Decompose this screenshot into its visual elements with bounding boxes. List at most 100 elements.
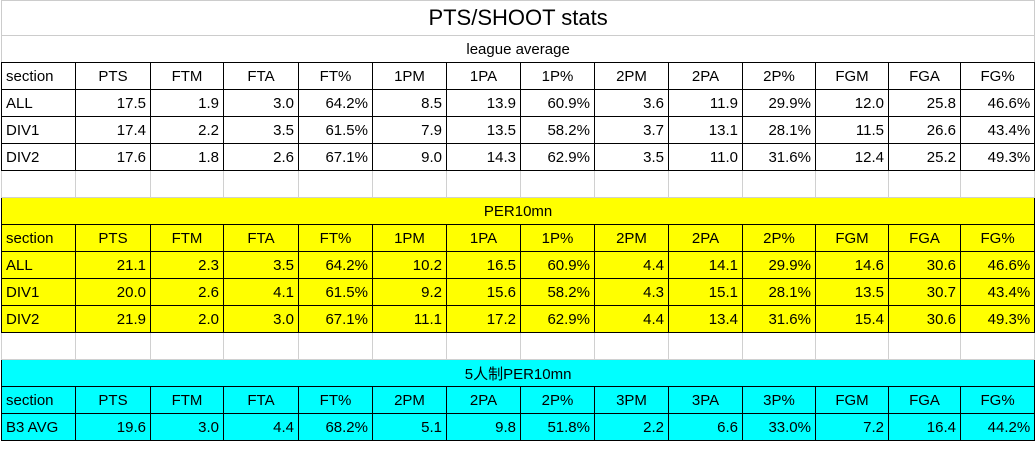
header-cell: FG% [959, 386, 1035, 414]
blank-cell [150, 332, 224, 360]
data-cell: 3.5 [594, 143, 669, 171]
blank-cell [668, 170, 743, 198]
data-cell: 46.6% [959, 251, 1035, 279]
header-cell: 3PA [668, 386, 743, 414]
data-cell: 7.9 [372, 116, 447, 144]
data-cell: 13.4 [668, 305, 743, 333]
data-cell: 2.2 [594, 413, 669, 441]
row-label: ALL [1, 251, 76, 279]
data-row: DIV2 21.9 2.0 3.0 67.1% 11.1 17.2 62.9% 4.4 13.4 3… [1, 305, 1035, 333]
data-cell: 11.9 [668, 89, 743, 117]
data-cell: 14.6 [815, 251, 889, 279]
header-cell: 3PM [594, 386, 669, 414]
header-cell: PTS [75, 224, 151, 252]
data-cell: 1.9 [150, 89, 224, 117]
section-title-row: league average [0, 35, 1035, 63]
data-cell: 15.1 [668, 278, 743, 306]
header-cell: 1P% [520, 62, 595, 90]
row-label: DIV2 [1, 143, 76, 171]
header-cell: FTM [150, 224, 224, 252]
data-cell: 61.5% [298, 278, 373, 306]
row-label: DIV1 [1, 116, 76, 144]
data-cell: 9.2 [372, 278, 447, 306]
header-cell: PTS [75, 386, 151, 414]
row-label: DIV2 [1, 305, 76, 333]
blank-cell [446, 332, 521, 360]
data-row: ALL 17.5 1.9 3.0 64.2% 8.5 13.9 60.9% 3.6 11.9 29.… [1, 89, 1035, 117]
header-cell: section [1, 386, 76, 414]
data-cell: 13.5 [446, 116, 521, 144]
data-cell: 5.1 [372, 413, 447, 441]
data-cell: 11.0 [668, 143, 743, 171]
data-cell: 60.9% [520, 251, 595, 279]
blank-cell [298, 332, 373, 360]
data-cell: 3.7 [594, 116, 669, 144]
data-cell: 2.6 [223, 143, 299, 171]
blank-cell [1, 170, 76, 198]
blank-cell [742, 170, 816, 198]
data-cell: 67.1% [298, 143, 373, 171]
data-cell: 64.2% [298, 251, 373, 279]
blank-cell [520, 332, 595, 360]
header-cell: 2P% [742, 224, 816, 252]
data-row: ALL 21.1 2.3 3.5 64.2% 10.2 16.5 60.9% 4.4 14.1 29… [1, 251, 1035, 279]
blank-cell [815, 170, 889, 198]
data-cell: 4.4 [594, 305, 669, 333]
data-cell: 11.5 [815, 116, 889, 144]
data-cell: 15.4 [815, 305, 889, 333]
data-cell: 62.9% [520, 305, 595, 333]
section-title-row: 5人制PER10mn [0, 359, 1035, 387]
blank-cell [594, 170, 669, 198]
data-cell: 3.0 [223, 305, 299, 333]
header-cell: 2PM [594, 62, 669, 90]
header-cell: 2P% [742, 62, 816, 90]
data-cell: 31.6% [742, 305, 816, 333]
data-cell: 68.2% [298, 413, 373, 441]
data-cell: 25.8 [888, 89, 961, 117]
data-cell: 13.1 [668, 116, 743, 144]
blank-cell [815, 332, 889, 360]
header-cell: section [1, 62, 76, 90]
header-cell: FGM [815, 386, 889, 414]
data-cell: 4.4 [594, 251, 669, 279]
data-cell: 44.2% [959, 413, 1035, 441]
blank-cell [668, 332, 743, 360]
section-title: league average [0, 35, 1035, 63]
data-cell: 4.4 [223, 413, 299, 441]
data-row: DIV1 17.4 2.2 3.5 61.5% 7.9 13.5 58.2% 3.7 13.1 28… [1, 116, 1035, 144]
data-cell: 21.1 [75, 251, 151, 279]
section-title: 5人制PER10mn [0, 359, 1035, 387]
header-cell: FTM [150, 386, 224, 414]
header-cell: FGA [888, 386, 961, 414]
data-cell: 30.6 [888, 305, 961, 333]
header-cell: 1PM [372, 224, 447, 252]
header-cell: 2PM [594, 224, 669, 252]
data-cell: 19.6 [75, 413, 151, 441]
blank-cell [150, 170, 224, 198]
header-cell: FTM [150, 62, 224, 90]
spreadsheet: PTS/SHOOT stats league average section PTS… [0, 0, 1035, 441]
data-cell: 17.2 [446, 305, 521, 333]
header-cell: section [1, 224, 76, 252]
data-cell: 2.3 [150, 251, 224, 279]
data-cell: 3.5 [223, 251, 299, 279]
data-cell: 33.0% [742, 413, 816, 441]
data-cell: 30.6 [888, 251, 961, 279]
blank-cell [520, 170, 595, 198]
header-cell: PTS [75, 62, 151, 90]
header-row: section PTS FTM FTA FT% 2PM 2PA 2P% 3PM 3PA 3P% FGM… [1, 386, 1035, 414]
blank-cell [959, 170, 1035, 198]
header-cell: 3P% [742, 386, 816, 414]
blank-cell [372, 170, 447, 198]
data-cell: 2.0 [150, 305, 224, 333]
blank-cell [75, 170, 151, 198]
blank-cell [75, 332, 151, 360]
data-cell: 17.6 [75, 143, 151, 171]
data-cell: 49.3% [959, 305, 1035, 333]
header-cell: 2PM [372, 386, 447, 414]
data-cell: 29.9% [742, 251, 816, 279]
data-cell: 46.6% [959, 89, 1035, 117]
data-cell: 10.2 [372, 251, 447, 279]
data-row: B3 AVG 19.6 3.0 4.4 68.2% 5.1 9.8 51.8% 2.2 6.6 33… [1, 413, 1035, 441]
blank-cell [888, 170, 961, 198]
